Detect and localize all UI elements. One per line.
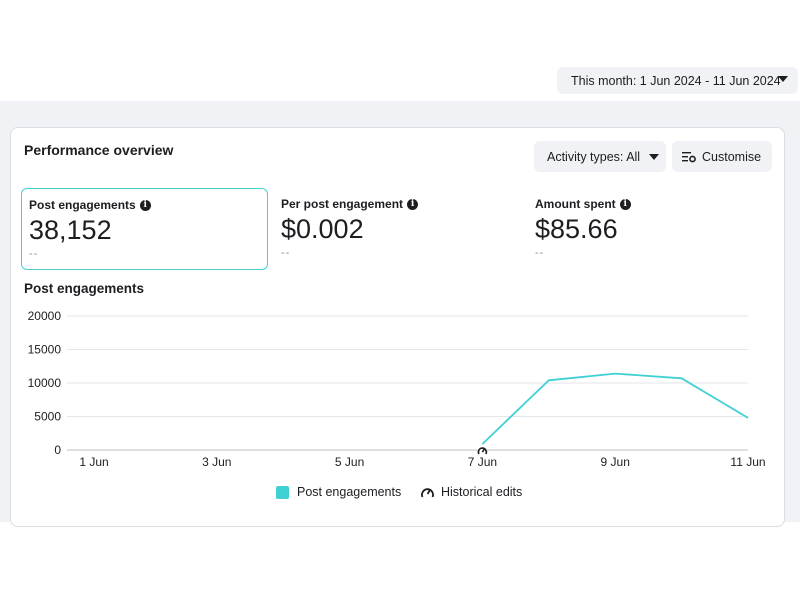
info-icon[interactable]: i — [139, 199, 151, 211]
date-range-label: This month: 1 Jun 2024 - 11 Jun 2024 — [571, 73, 781, 88]
x-tick-label: 5 Jun — [335, 455, 364, 469]
info-icon[interactable]: i — [407, 198, 419, 210]
metric-amount-spent[interactable]: Amount spent i $85.66 -- — [528, 188, 775, 270]
x-tick-label: 9 Jun — [601, 455, 630, 469]
legend-label: Post engagements — [297, 485, 402, 499]
customise-label: Customise — [702, 149, 762, 164]
card-title: Performance overview — [24, 142, 174, 158]
metric-comparison: -- — [29, 248, 39, 260]
info-icon[interactable]: i — [619, 198, 631, 210]
x-tick-label: 11 Jun — [730, 455, 765, 469]
gauge-icon — [421, 487, 434, 497]
chart-title: Post engagements — [24, 281, 145, 296]
x-tick-label: 1 Jun — [79, 455, 108, 469]
metric-label-row: Per post engagement i — [281, 197, 514, 211]
y-tick-label: 10000 — [28, 376, 62, 390]
metric-label: Post engagements — [29, 198, 136, 212]
y-tick-label: 15000 — [28, 343, 62, 357]
legend-label: Historical edits — [441, 485, 523, 499]
y-tick-label: 20000 — [28, 309, 62, 323]
date-range-picker[interactable]: This month: 1 Jun 2024 - 11 Jun 2024 — [557, 67, 798, 94]
x-tick-label: 7 Jun — [468, 455, 497, 469]
metric-post-engagements[interactable]: Post engagements i 38,152 -- — [21, 188, 268, 270]
x-tick-label: 3 Jun — [202, 455, 231, 469]
metric-label-row: Post engagements i — [29, 198, 260, 212]
y-tick-label: 5000 — [34, 410, 61, 424]
metric-value: 38,152 — [29, 215, 112, 245]
metric-comparison: -- — [281, 247, 291, 259]
legend-post-engagements[interactable]: Post engagements — [276, 485, 401, 499]
metric-comparison: -- — [535, 247, 545, 259]
series-line — [481, 372, 749, 445]
activity-types-dropdown[interactable]: Activity types: All — [534, 141, 666, 172]
performance-overview-card: Performance overview Activity types: All… — [10, 127, 785, 527]
y-tick-label: 0 — [54, 443, 61, 457]
metric-value: $85.66 — [535, 214, 618, 244]
legend-historical-edits[interactable]: Historical edits — [420, 485, 522, 499]
metric-value: $0.002 — [281, 214, 364, 244]
post-engagements-chart: 0 5000 10000 15000 20000 1 Jun 3 Jun 5 Jun 7 Jun… — [28, 309, 766, 469]
caret-down-icon — [778, 76, 788, 82]
metric-per-post-engagement[interactable]: Per post engagement i $0.002 -- — [274, 188, 521, 270]
customise-button[interactable]: Customise — [672, 141, 772, 172]
customise-icon — [682, 151, 696, 162]
gauge-needle — [481, 448, 486, 453]
metric-label: Amount spent — [535, 197, 616, 211]
activity-types-label: Activity types: All — [547, 149, 641, 164]
metric-label: Per post engagement — [281, 197, 404, 211]
legend-swatch — [276, 485, 289, 499]
caret-down-icon — [649, 153, 660, 160]
metric-label-row: Amount spent i — [535, 197, 768, 211]
gauge-icon — [477, 447, 488, 455]
